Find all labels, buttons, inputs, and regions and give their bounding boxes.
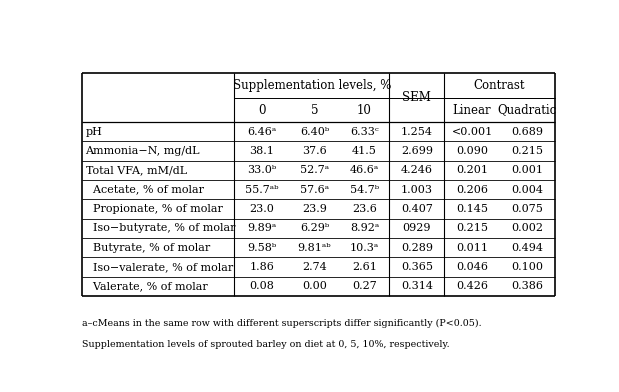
- Text: Valerate, % of molar: Valerate, % of molar: [85, 281, 207, 291]
- Text: 10: 10: [357, 103, 372, 116]
- Text: 9.89ᵃ: 9.89ᵃ: [248, 223, 277, 233]
- Text: 52.7ᵃ: 52.7ᵃ: [300, 165, 329, 175]
- Text: Supplementation levels of sprouted barley on diet at 0, 5, 10%, respectively.: Supplementation levels of sprouted barle…: [82, 340, 450, 349]
- Text: Supplementation levels, %: Supplementation levels, %: [233, 79, 391, 92]
- Text: 9.58ᵇ: 9.58ᵇ: [248, 243, 277, 253]
- Text: 2.74: 2.74: [302, 262, 327, 272]
- Text: pH: pH: [85, 127, 102, 136]
- Text: 37.6: 37.6: [302, 146, 327, 156]
- Text: 38.1: 38.1: [249, 146, 274, 156]
- Text: 4.246: 4.246: [401, 165, 433, 175]
- Text: 0.00: 0.00: [302, 281, 327, 291]
- Text: 0.407: 0.407: [401, 204, 433, 214]
- Text: 10.3ᵃ: 10.3ᵃ: [350, 243, 379, 253]
- Text: 0.145: 0.145: [456, 204, 488, 214]
- Text: 0.100: 0.100: [511, 262, 543, 272]
- Text: 6.40ᵇ: 6.40ᵇ: [300, 127, 329, 136]
- Text: 0.314: 0.314: [401, 281, 433, 291]
- Text: 57.6ᵃ: 57.6ᵃ: [300, 185, 329, 194]
- Text: Iso−butyrate, % of molar: Iso−butyrate, % of molar: [85, 223, 235, 233]
- Text: 6.33ᶜ: 6.33ᶜ: [350, 127, 379, 136]
- Text: 0.011: 0.011: [456, 243, 488, 253]
- Text: Butyrate, % of molar: Butyrate, % of molar: [85, 243, 210, 253]
- Text: 6.46ᵃ: 6.46ᵃ: [248, 127, 277, 136]
- Text: 9.81ᵃᵇ: 9.81ᵃᵇ: [298, 243, 331, 253]
- Text: 0.206: 0.206: [456, 185, 488, 194]
- Text: 0.215: 0.215: [511, 146, 543, 156]
- Text: 0.27: 0.27: [352, 281, 377, 291]
- Text: 0.365: 0.365: [401, 262, 433, 272]
- Text: a–cMeans in the same row with different superscripts differ significantly (P<0.0: a–cMeans in the same row with different …: [82, 319, 482, 328]
- Text: 1.86: 1.86: [249, 262, 274, 272]
- Text: Linear: Linear: [452, 103, 491, 116]
- Text: 0.002: 0.002: [511, 223, 543, 233]
- Text: 0.386: 0.386: [511, 281, 543, 291]
- Text: 0.046: 0.046: [456, 262, 488, 272]
- Text: Ammonia−N, mg/dL: Ammonia−N, mg/dL: [85, 146, 200, 156]
- Text: 1.254: 1.254: [401, 127, 433, 136]
- Text: 0.08: 0.08: [249, 281, 274, 291]
- Text: 0.289: 0.289: [401, 243, 433, 253]
- Text: 0.075: 0.075: [511, 204, 543, 214]
- Text: 23.6: 23.6: [352, 204, 377, 214]
- Text: 2.61: 2.61: [352, 262, 377, 272]
- Text: 0.689: 0.689: [511, 127, 543, 136]
- Text: 23.0: 23.0: [249, 204, 274, 214]
- Text: 0.426: 0.426: [456, 281, 488, 291]
- Text: 0929: 0929: [402, 223, 431, 233]
- Text: 8.92ᵃ: 8.92ᵃ: [350, 223, 379, 233]
- Text: 0: 0: [258, 103, 266, 116]
- Text: 54.7ᵇ: 54.7ᵇ: [350, 185, 379, 194]
- Text: 55.7ᵃᵇ: 55.7ᵃᵇ: [245, 185, 279, 194]
- Text: Contrast: Contrast: [474, 79, 526, 92]
- Text: Quadratic: Quadratic: [498, 103, 556, 116]
- Text: 33.0ᵇ: 33.0ᵇ: [248, 165, 277, 175]
- Text: Acetate, % of molar: Acetate, % of molar: [85, 185, 204, 194]
- Text: Iso−valerate, % of molar: Iso−valerate, % of molar: [85, 262, 233, 272]
- Text: 0.004: 0.004: [511, 185, 543, 194]
- Text: 0.201: 0.201: [456, 165, 488, 175]
- Text: 0.215: 0.215: [456, 223, 488, 233]
- Text: 1.003: 1.003: [401, 185, 433, 194]
- Text: 41.5: 41.5: [352, 146, 377, 156]
- Text: Propionate, % of molar: Propionate, % of molar: [85, 204, 222, 214]
- Text: 0.494: 0.494: [511, 243, 543, 253]
- Text: SEM: SEM: [402, 91, 431, 104]
- Text: 46.6ᵃ: 46.6ᵃ: [350, 165, 379, 175]
- Text: 5: 5: [311, 103, 318, 116]
- Text: 23.9: 23.9: [302, 204, 327, 214]
- Text: <0.001: <0.001: [451, 127, 493, 136]
- Text: 0.001: 0.001: [511, 165, 543, 175]
- Text: 0.090: 0.090: [456, 146, 488, 156]
- Text: Total VFA, mM/dL: Total VFA, mM/dL: [85, 165, 187, 175]
- Text: 6.29ᵇ: 6.29ᵇ: [300, 223, 329, 233]
- Text: 2.699: 2.699: [401, 146, 433, 156]
